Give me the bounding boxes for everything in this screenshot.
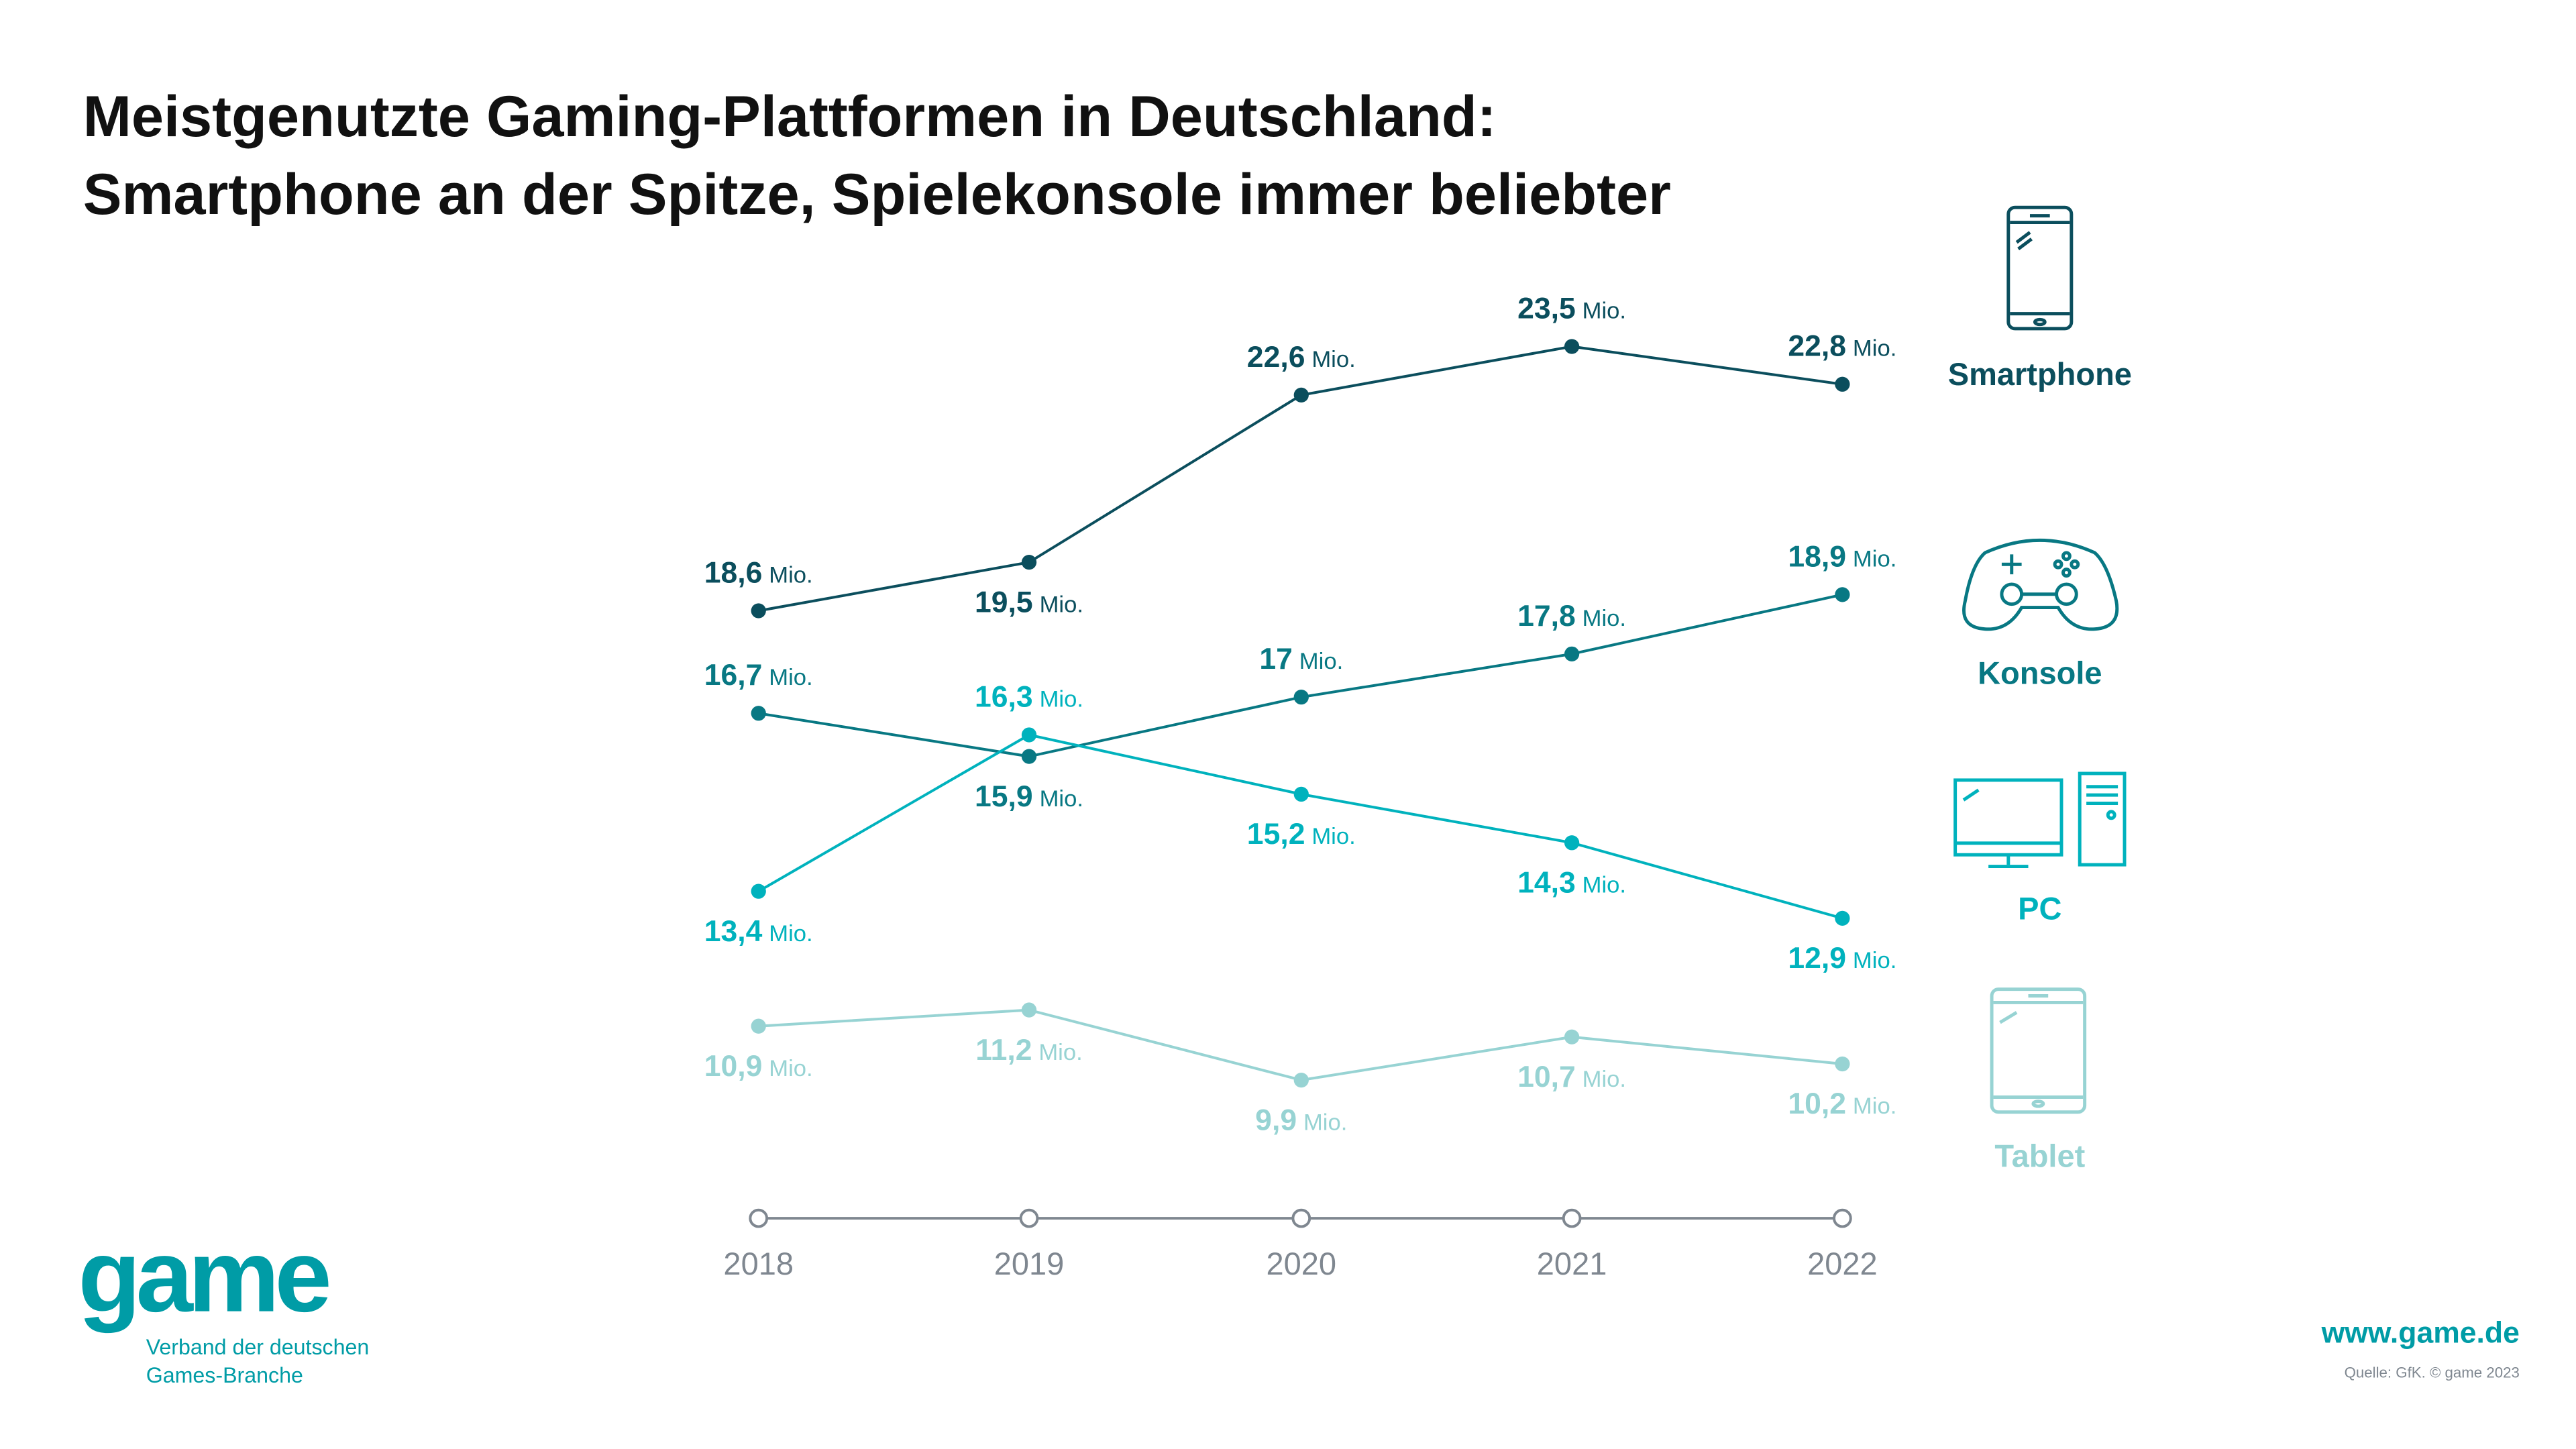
series-konsole: 16,7 Mio. 15,9 Mio. 17 Mio. 17,8 Mio. 18,9 Mio. — [704, 540, 1897, 813]
data-point — [1021, 727, 1037, 743]
series-line — [758, 345, 1843, 612]
data-point — [1564, 835, 1580, 851]
data-point — [1835, 376, 1850, 392]
smartphone-icon — [2006, 205, 2074, 331]
data-label: 11,2 Mio. — [975, 1034, 1083, 1067]
plot-area: 18,6 Mio. 19,5 Mio. 22,6 Mio. 23,5 Mio. 22,8 Mio.… — [704, 292, 1897, 1136]
data-label: 14,3 Mio. — [1517, 867, 1626, 900]
data-label: 10,2 Mio. — [1788, 1087, 1896, 1120]
data-point — [1835, 587, 1850, 602]
data-point — [1564, 339, 1580, 354]
data-point — [1564, 646, 1580, 661]
data-point — [1293, 690, 1309, 705]
data-point — [1021, 1002, 1037, 1018]
data-point — [1835, 1056, 1850, 1072]
logo-subtitle-1: Verband der deutschen — [146, 1335, 370, 1359]
x-tick-label: 2019 — [994, 1246, 1065, 1281]
data-label: 10,9 Mio. — [704, 1050, 813, 1083]
legend-smartphone: Smartphone — [1948, 356, 2132, 392]
series-line — [758, 593, 1843, 758]
x-tick-marker — [1019, 1208, 1039, 1228]
legend-konsole: Konsole — [1978, 655, 2102, 690]
data-label: 16,7 Mio. — [704, 659, 813, 692]
tablet-icon — [1990, 987, 2087, 1114]
data-label: 17 Mio. — [1259, 643, 1343, 676]
legend-tablet: Tablet — [1994, 1138, 2085, 1173]
x-tick-marker — [1562, 1208, 1582, 1228]
data-label: 15,2 Mio. — [1247, 818, 1356, 851]
data-point — [1021, 749, 1037, 764]
x-axis: 2018 2019 2020 2021 2022 — [723, 1208, 1878, 1281]
data-point — [751, 1018, 766, 1034]
data-label: 10,7 Mio. — [1517, 1061, 1626, 1093]
website-link[interactable]: www.game.de — [2321, 1317, 2520, 1350]
data-label: 18,6 Mio. — [704, 556, 813, 589]
data-label: 19,5 Mio. — [975, 586, 1083, 619]
title-line-2: Smartphone an der Spitze, Spielekonsole … — [83, 162, 1671, 227]
data-label: 9,9 Mio. — [1255, 1104, 1347, 1136]
x-tick-marker — [1833, 1208, 1852, 1228]
x-tick-label: 2022 — [1807, 1246, 1878, 1281]
series-pc: 13,4 Mio. 16,3 Mio. 15,2 Mio. 14,3 Mio. 12,9 Mio. — [704, 680, 1897, 975]
data-point — [751, 603, 766, 619]
x-tick-label: 2018 — [723, 1246, 794, 1281]
data-label: 12,9 Mio. — [1788, 942, 1896, 975]
data-point — [1293, 387, 1309, 402]
title-line-1: Meistgenutzte Gaming-Plattformen in Deut… — [83, 85, 1497, 149]
x-tick-label: 2020 — [1267, 1246, 1337, 1281]
data-point — [1293, 786, 1309, 802]
data-point — [1564, 1029, 1580, 1044]
source-note: Quelle: GfK. © game 2023 — [2345, 1364, 2520, 1381]
series-tablet: 10,9 Mio. 11,2 Mio. 9,9 Mio. 10,7 Mio. 10,2 Mio. — [704, 1002, 1896, 1136]
x-tick-marker — [749, 1208, 769, 1228]
data-point — [1021, 555, 1037, 570]
data-point — [751, 883, 766, 899]
data-label: 16,3 Mio. — [975, 680, 1083, 713]
data-label: 18,9 Mio. — [1788, 540, 1896, 573]
data-label: 17,8 Mio. — [1517, 600, 1626, 633]
legend-pc: PC — [2018, 891, 2061, 926]
x-tick-marker — [1291, 1208, 1311, 1228]
desktop-pc-icon — [1953, 771, 2127, 869]
data-label: 22,6 Mio. — [1247, 341, 1356, 374]
gamepad-icon — [1962, 538, 2119, 631]
x-tick-label: 2021 — [1537, 1246, 1607, 1281]
data-point — [751, 706, 766, 721]
data-label: 23,5 Mio. — [1517, 292, 1626, 325]
data-label: 15,9 Mio. — [975, 780, 1083, 813]
data-point — [1835, 910, 1850, 926]
game-logo: game — [78, 1218, 329, 1334]
data-point — [1293, 1072, 1309, 1088]
series-smartphone: 18,6 Mio. 19,5 Mio. 22,6 Mio. 23,5 Mio. 22,8 Mio. — [704, 292, 1897, 619]
data-label: 13,4 Mio. — [704, 915, 813, 948]
series-line — [758, 1008, 1843, 1082]
data-label: 22,8 Mio. — [1788, 330, 1896, 363]
logo-subtitle-2: Games-Branche — [146, 1363, 303, 1387]
